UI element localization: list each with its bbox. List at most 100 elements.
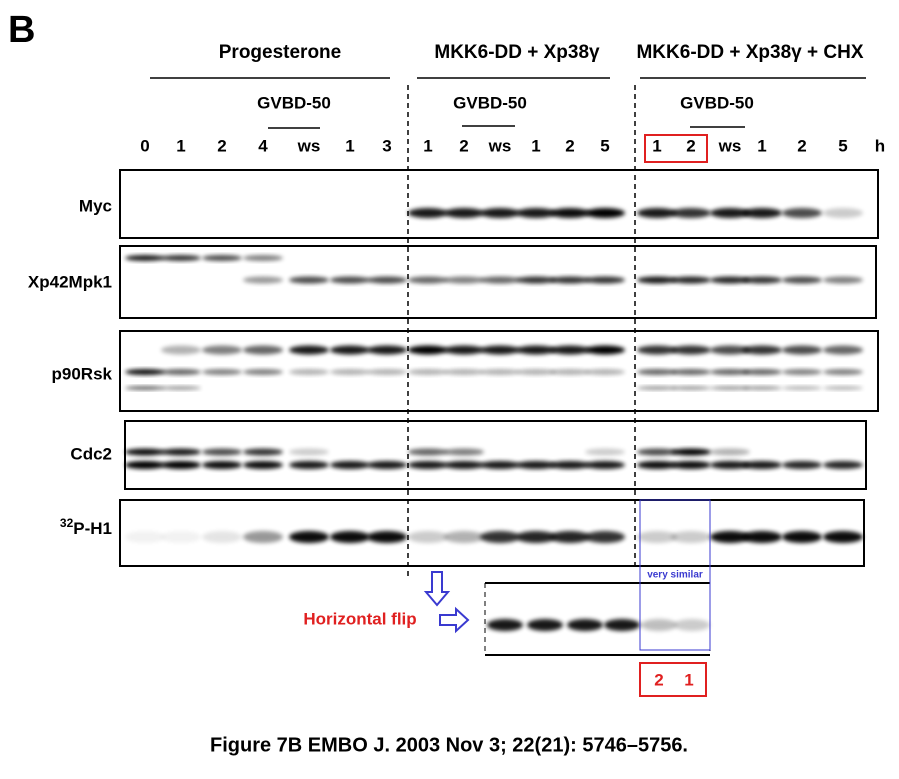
panel-label: B xyxy=(8,9,35,51)
band xyxy=(408,461,448,469)
band xyxy=(585,208,625,218)
band xyxy=(671,461,711,469)
band xyxy=(671,345,711,355)
band xyxy=(243,255,283,261)
band xyxy=(742,461,782,469)
band xyxy=(823,369,863,375)
band xyxy=(444,448,484,456)
band xyxy=(585,448,625,456)
band xyxy=(823,208,863,218)
lane-label: 3 xyxy=(382,136,391,155)
band xyxy=(742,369,782,375)
band xyxy=(637,276,677,284)
band xyxy=(823,461,863,469)
row-label-text: P-H1 xyxy=(73,519,112,538)
band xyxy=(742,531,782,543)
band xyxy=(516,276,556,284)
band xyxy=(289,531,329,543)
comparison-box xyxy=(639,499,711,651)
band xyxy=(408,531,448,543)
band xyxy=(161,345,201,355)
band xyxy=(243,276,283,284)
group-title: MKK6-DD + Xp38γ xyxy=(434,42,600,63)
band xyxy=(125,461,165,469)
band xyxy=(444,208,484,218)
band xyxy=(243,461,283,469)
band xyxy=(444,461,484,469)
lane-label: 0 xyxy=(140,136,149,155)
band xyxy=(289,369,329,375)
lane-label: 2 xyxy=(686,136,695,155)
flip-note: Horizontal flip xyxy=(303,609,416,628)
band xyxy=(367,461,407,469)
flipped-lane: 1 xyxy=(684,670,693,689)
band xyxy=(637,208,677,218)
band xyxy=(585,369,625,375)
band xyxy=(550,208,590,218)
band xyxy=(330,531,370,543)
band xyxy=(289,345,329,355)
band xyxy=(516,461,556,469)
lane-label: 1 xyxy=(423,136,432,155)
band xyxy=(444,531,484,543)
band xyxy=(161,255,201,261)
band xyxy=(742,345,782,355)
band xyxy=(782,276,822,284)
band xyxy=(671,386,711,390)
band xyxy=(161,386,201,390)
band xyxy=(585,461,625,469)
right-arrow xyxy=(439,606,470,634)
band xyxy=(516,531,556,543)
lane-label: 2 xyxy=(217,136,226,155)
band xyxy=(567,619,603,631)
band xyxy=(710,369,750,375)
blot-frame xyxy=(124,420,867,490)
band xyxy=(408,369,448,375)
lane-label: 2 xyxy=(797,136,806,155)
band xyxy=(243,531,283,543)
row-label-superscript: 32 xyxy=(60,516,74,530)
lane-label: 1 xyxy=(531,136,540,155)
flipped-lane: 2 xyxy=(654,670,663,689)
lane-label: 5 xyxy=(838,136,847,155)
row-label: Myc xyxy=(79,196,112,215)
highlight-box xyxy=(644,134,708,163)
band xyxy=(202,255,242,261)
band xyxy=(527,619,563,631)
band xyxy=(604,619,640,631)
band xyxy=(516,369,556,375)
time-unit: h xyxy=(875,136,885,155)
row-label: 32P-H1 xyxy=(60,516,112,538)
lane-label: ws xyxy=(488,136,512,155)
band xyxy=(202,531,242,543)
lane-label: 1 xyxy=(345,136,354,155)
band xyxy=(782,531,822,543)
band xyxy=(742,276,782,284)
band xyxy=(480,531,520,543)
blots xyxy=(119,169,879,656)
band xyxy=(408,345,448,355)
band xyxy=(125,255,165,261)
band xyxy=(408,448,448,456)
band xyxy=(330,369,370,375)
band xyxy=(637,531,677,543)
band xyxy=(710,345,750,355)
lane-label: 5 xyxy=(600,136,609,155)
band xyxy=(289,448,329,456)
band xyxy=(367,369,407,375)
band xyxy=(330,345,370,355)
band xyxy=(823,531,863,543)
band xyxy=(710,276,750,284)
band xyxy=(161,448,201,456)
band xyxy=(782,386,822,390)
band xyxy=(823,386,863,390)
band xyxy=(637,386,677,390)
caption: Figure 7B EMBO J. 2003 Nov 3; 22(21): 57… xyxy=(210,734,688,756)
row-label: Xp42Mpk1 xyxy=(28,272,112,291)
band xyxy=(444,276,484,284)
band xyxy=(637,345,677,355)
band xyxy=(637,369,677,375)
band xyxy=(330,276,370,284)
band xyxy=(444,369,484,375)
gvbd-label: GVBD-50 xyxy=(257,93,331,112)
